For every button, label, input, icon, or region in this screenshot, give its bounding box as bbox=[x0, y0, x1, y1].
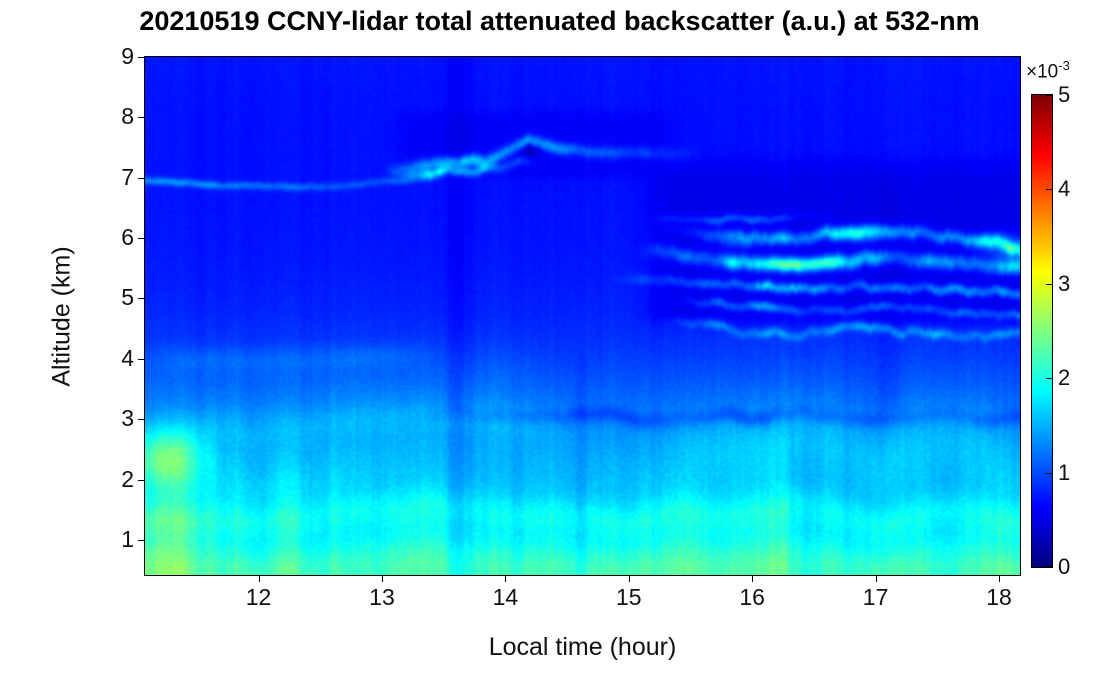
y-tick-label: 5 bbox=[121, 284, 134, 311]
x-tick-label: 13 bbox=[369, 584, 395, 610]
colorbar-tick-label: 0 bbox=[1058, 554, 1071, 579]
colorbar bbox=[1031, 94, 1053, 568]
colorbar-tick-mark bbox=[1046, 283, 1052, 285]
x-tick-mark bbox=[752, 576, 754, 582]
x-tick-mark bbox=[258, 576, 260, 582]
colorbar-tick-label: 5 bbox=[1058, 82, 1071, 107]
x-tick-mark bbox=[999, 576, 1001, 582]
colorbar-tick-mark bbox=[1046, 95, 1052, 96]
y-tick-label: 9 bbox=[121, 43, 134, 69]
x-tick-label: 15 bbox=[615, 584, 642, 610]
x-tick-label: 18 bbox=[986, 584, 1012, 610]
x-axis-label: Local time (hour) bbox=[488, 633, 677, 661]
y-axis-label: Altitude (km) bbox=[47, 246, 76, 387]
y-tick-label: 2 bbox=[121, 465, 134, 492]
y-tick-mark bbox=[138, 479, 144, 481]
colorbar-tick-mark bbox=[1046, 189, 1052, 191]
colorbar-tick-label: 3 bbox=[1058, 270, 1071, 296]
y-tick-label: 4 bbox=[121, 344, 134, 371]
x-tick-mark bbox=[381, 576, 383, 582]
x-tick-label: 14 bbox=[492, 584, 519, 610]
y-tick-mark bbox=[138, 57, 144, 58]
y-tick-label: 6 bbox=[121, 224, 134, 251]
y-tick-label: 3 bbox=[121, 405, 134, 432]
x-tick-mark bbox=[505, 576, 507, 582]
x-tick-label: 12 bbox=[245, 584, 272, 610]
colorbar-tick-label: 4 bbox=[1058, 176, 1071, 202]
y-tick-label: 7 bbox=[121, 163, 134, 190]
colorbar-tick-label: 2 bbox=[1058, 365, 1071, 391]
chart-title: 20210519 CCNY-lidar total attenuated bac… bbox=[139, 6, 980, 36]
colorbar-tick-mark bbox=[1046, 566, 1052, 567]
colorbar-tick-mark bbox=[1046, 472, 1052, 474]
x-tick-mark bbox=[628, 576, 630, 582]
plot-area bbox=[144, 56, 1021, 576]
y-tick-mark bbox=[138, 177, 144, 179]
y-tick-mark bbox=[138, 238, 144, 240]
y-tick-mark bbox=[138, 117, 144, 119]
x-tick-mark bbox=[875, 576, 877, 582]
x-tick-label: 16 bbox=[739, 584, 765, 610]
colorbar-tick-mark bbox=[1046, 378, 1052, 380]
x-tick-label: 17 bbox=[862, 584, 889, 610]
colorbar-tick-label: 1 bbox=[1058, 459, 1071, 485]
y-tick-label: 8 bbox=[121, 103, 134, 130]
colorbar-scale-label: ×10-3 bbox=[1026, 58, 1070, 83]
colorbar-canvas bbox=[1032, 95, 1052, 567]
colorbar-scale-prefix: ×10 bbox=[1026, 61, 1059, 83]
y-tick-mark bbox=[138, 539, 144, 541]
y-tick-label: 1 bbox=[121, 525, 134, 552]
colorbar-scale-exponent: -3 bbox=[1058, 58, 1070, 73]
y-tick-mark bbox=[138, 298, 144, 300]
heatmap-canvas bbox=[145, 57, 1020, 575]
y-tick-mark bbox=[138, 358, 144, 360]
y-tick-mark bbox=[138, 419, 144, 421]
